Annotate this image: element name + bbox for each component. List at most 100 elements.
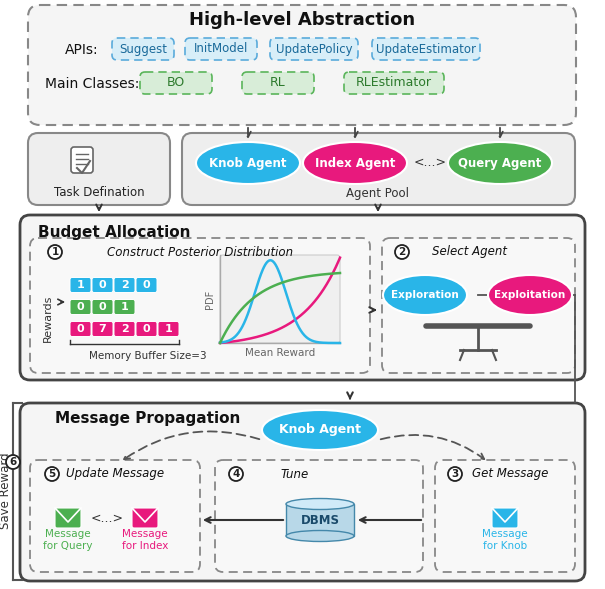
Text: 0: 0 bbox=[99, 280, 106, 290]
FancyBboxPatch shape bbox=[70, 299, 91, 315]
FancyBboxPatch shape bbox=[114, 299, 135, 315]
Text: 3: 3 bbox=[451, 469, 459, 479]
Circle shape bbox=[448, 467, 462, 481]
Text: Task Defination: Task Defination bbox=[54, 186, 145, 198]
FancyBboxPatch shape bbox=[92, 299, 113, 315]
FancyBboxPatch shape bbox=[20, 403, 585, 581]
Circle shape bbox=[229, 467, 243, 481]
Text: Rewards: Rewards bbox=[43, 294, 53, 342]
Ellipse shape bbox=[262, 410, 378, 450]
Text: 1: 1 bbox=[51, 247, 59, 257]
Text: RL: RL bbox=[270, 77, 286, 90]
Text: InitModel: InitModel bbox=[194, 42, 248, 55]
Text: 7: 7 bbox=[99, 324, 106, 334]
Text: Knob Agent: Knob Agent bbox=[279, 423, 361, 436]
FancyBboxPatch shape bbox=[20, 215, 585, 380]
Text: Construct Posterior Distribution: Construct Posterior Distribution bbox=[107, 246, 293, 259]
Text: UpdateEstimator: UpdateEstimator bbox=[376, 42, 476, 55]
Circle shape bbox=[6, 455, 20, 469]
Circle shape bbox=[45, 467, 59, 481]
Text: 0: 0 bbox=[143, 324, 150, 334]
Text: Message
for Index: Message for Index bbox=[122, 529, 168, 551]
Text: Get Message: Get Message bbox=[472, 468, 548, 481]
Text: Message
for Knob: Message for Knob bbox=[482, 529, 528, 551]
Ellipse shape bbox=[303, 142, 407, 184]
Text: Exploration: Exploration bbox=[391, 290, 459, 300]
Text: Mean Reward: Mean Reward bbox=[245, 348, 315, 358]
Text: 0: 0 bbox=[143, 280, 150, 290]
Text: 0: 0 bbox=[77, 324, 84, 334]
FancyBboxPatch shape bbox=[372, 38, 480, 60]
FancyBboxPatch shape bbox=[220, 255, 340, 343]
Text: APIs:: APIs: bbox=[65, 43, 99, 57]
Text: Index Agent: Index Agent bbox=[315, 157, 395, 170]
FancyBboxPatch shape bbox=[132, 508, 158, 528]
FancyBboxPatch shape bbox=[136, 277, 157, 293]
Text: DBMS: DBMS bbox=[301, 514, 339, 527]
FancyBboxPatch shape bbox=[112, 38, 174, 60]
FancyBboxPatch shape bbox=[114, 322, 135, 336]
FancyBboxPatch shape bbox=[30, 238, 370, 373]
Ellipse shape bbox=[286, 531, 354, 541]
Text: Knob Agent: Knob Agent bbox=[209, 157, 287, 170]
FancyBboxPatch shape bbox=[92, 277, 113, 293]
Text: Tune: Tune bbox=[281, 468, 309, 481]
Ellipse shape bbox=[383, 275, 467, 315]
FancyBboxPatch shape bbox=[136, 322, 157, 336]
Text: PDF: PDF bbox=[205, 289, 215, 309]
Text: Query Agent: Query Agent bbox=[459, 157, 541, 170]
Text: Budget Allocation: Budget Allocation bbox=[38, 224, 191, 240]
FancyBboxPatch shape bbox=[140, 72, 212, 94]
Text: 2: 2 bbox=[120, 324, 128, 334]
Text: Main Classes:: Main Classes: bbox=[45, 77, 139, 91]
Bar bbox=[286, 504, 354, 536]
Text: High-level Abstraction: High-level Abstraction bbox=[189, 11, 415, 29]
FancyBboxPatch shape bbox=[344, 72, 444, 94]
Text: Agent Pool: Agent Pool bbox=[347, 187, 410, 200]
Text: Suggest: Suggest bbox=[119, 42, 167, 55]
FancyBboxPatch shape bbox=[70, 322, 91, 336]
Text: 4: 4 bbox=[232, 469, 240, 479]
Text: 5: 5 bbox=[48, 469, 56, 479]
FancyBboxPatch shape bbox=[70, 277, 91, 293]
Text: Select Agent: Select Agent bbox=[433, 246, 508, 259]
Text: 6: 6 bbox=[9, 457, 16, 467]
FancyBboxPatch shape bbox=[30, 460, 200, 572]
FancyBboxPatch shape bbox=[492, 508, 518, 528]
FancyBboxPatch shape bbox=[28, 133, 170, 205]
Text: RLEstimator: RLEstimator bbox=[356, 77, 432, 90]
FancyBboxPatch shape bbox=[270, 38, 358, 60]
Text: 1: 1 bbox=[120, 302, 128, 312]
FancyBboxPatch shape bbox=[71, 147, 93, 173]
Ellipse shape bbox=[196, 142, 300, 184]
Text: Memory Buffer Size=3: Memory Buffer Size=3 bbox=[89, 351, 207, 361]
Text: BO: BO bbox=[167, 77, 185, 90]
FancyBboxPatch shape bbox=[158, 322, 179, 336]
Text: 2: 2 bbox=[120, 280, 128, 290]
Text: Save Reward: Save Reward bbox=[0, 453, 13, 530]
Ellipse shape bbox=[488, 275, 572, 315]
Ellipse shape bbox=[448, 142, 552, 184]
Text: Message
for Query: Message for Query bbox=[43, 529, 93, 551]
FancyBboxPatch shape bbox=[435, 460, 575, 572]
FancyBboxPatch shape bbox=[182, 133, 575, 205]
FancyBboxPatch shape bbox=[28, 5, 576, 125]
FancyBboxPatch shape bbox=[55, 508, 81, 528]
Ellipse shape bbox=[286, 498, 354, 509]
Text: Message Propagation: Message Propagation bbox=[55, 412, 240, 426]
Text: <...>: <...> bbox=[413, 157, 446, 170]
FancyBboxPatch shape bbox=[114, 277, 135, 293]
FancyBboxPatch shape bbox=[215, 460, 423, 572]
Circle shape bbox=[48, 245, 62, 259]
Text: 0: 0 bbox=[99, 302, 106, 312]
Circle shape bbox=[395, 245, 409, 259]
Text: <...>: <...> bbox=[91, 511, 123, 524]
Text: 0: 0 bbox=[77, 302, 84, 312]
Text: Exploitation: Exploitation bbox=[494, 290, 566, 300]
FancyBboxPatch shape bbox=[242, 72, 314, 94]
FancyBboxPatch shape bbox=[185, 38, 257, 60]
Text: 1: 1 bbox=[165, 324, 172, 334]
Text: 1: 1 bbox=[77, 280, 84, 290]
Text: UpdatePolicy: UpdatePolicy bbox=[276, 42, 352, 55]
Text: Update Message: Update Message bbox=[66, 468, 164, 481]
